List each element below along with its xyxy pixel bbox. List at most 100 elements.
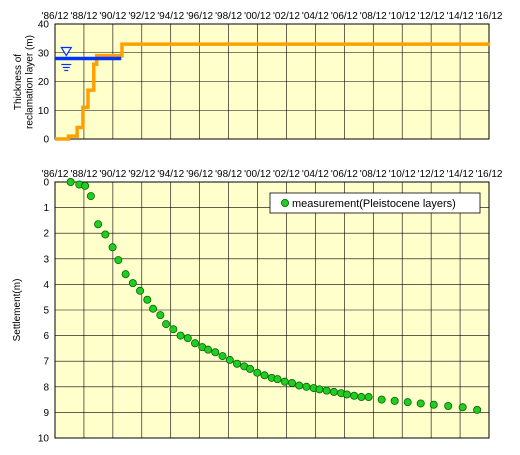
measurement-point xyxy=(121,270,130,279)
x-tick-label: '12/12 xyxy=(418,11,445,22)
x-tick-label: '98/12 xyxy=(215,11,242,22)
y-tick-label: 7 xyxy=(43,357,49,368)
measurement-point xyxy=(302,382,311,391)
measurement-point xyxy=(357,393,366,402)
measurement-point xyxy=(176,331,185,340)
measurement-point xyxy=(350,391,359,400)
y-axis-title: Thickness ofreclamation layer (m) xyxy=(13,35,36,129)
measurement-point xyxy=(169,325,178,334)
measurement-point xyxy=(232,359,241,368)
x-tick-label: '88/12 xyxy=(70,11,97,22)
measurement-point xyxy=(377,395,386,404)
x-tick-label: '06/12 xyxy=(331,169,358,180)
y-tick-label: 10 xyxy=(38,434,50,445)
y-axis-title-line: reclamation layer (m) xyxy=(25,35,36,129)
x-tick-label: '08/12 xyxy=(360,169,387,180)
plot-border xyxy=(54,23,490,140)
measurement-point xyxy=(162,320,171,329)
thickness-line xyxy=(55,42,491,141)
y-tick-label: 5 xyxy=(43,306,49,317)
measurement-point xyxy=(287,378,296,387)
y-tick-label: 10 xyxy=(38,106,50,117)
x-tick-label: '10/12 xyxy=(389,11,416,22)
x-tick-label: '02/12 xyxy=(273,11,300,22)
x-tick-label: '12/12 xyxy=(418,169,445,180)
x-tick-label: '92/12 xyxy=(128,11,155,22)
measurement-point xyxy=(444,401,453,410)
x-tick-label: '00/12 xyxy=(244,11,271,22)
measurement-point xyxy=(128,279,137,288)
water-level-triangle xyxy=(60,46,73,57)
measurement-point xyxy=(315,385,324,394)
x-tick-label: '94/12 xyxy=(157,169,184,180)
x-tick-label: '06/12 xyxy=(331,11,358,22)
y-tick-label: 1 xyxy=(43,203,49,214)
x-tick-label: '02/12 xyxy=(273,169,300,180)
y-tick-label: 2 xyxy=(43,229,49,240)
measurement-point xyxy=(364,393,373,402)
plot-border xyxy=(54,181,490,439)
y-tick-label: 9 xyxy=(43,408,49,419)
measurement-point xyxy=(403,398,412,407)
measurement-point xyxy=(101,230,110,239)
measurement-point xyxy=(81,181,90,190)
legend-label: measurement(Pleistocene layers) xyxy=(292,198,456,210)
x-tick-label: '16/12 xyxy=(476,11,503,22)
measurement-point xyxy=(246,364,255,373)
measurement-point xyxy=(156,311,165,320)
measurement-point xyxy=(149,304,158,313)
x-tick-label: '86/12 xyxy=(42,169,69,180)
measurement-point xyxy=(473,405,482,414)
measurement-point xyxy=(183,334,192,343)
legend: measurement(Pleistocene layers) xyxy=(269,192,481,214)
settlement-chart: '86/12'88/12'90/12'92/12'94/12'96/12'98/… xyxy=(12,169,503,445)
y-tick-label: 3 xyxy=(43,254,49,265)
y-axis-title-line: Thickness of xyxy=(13,54,24,110)
measurement-point xyxy=(253,368,262,377)
measurement-point xyxy=(86,192,95,201)
x-tick-label: '88/12 xyxy=(70,169,97,180)
x-tick-label: '04/12 xyxy=(302,169,329,180)
x-tick-label: '90/12 xyxy=(99,169,126,180)
water-level-triangle-icon xyxy=(60,46,73,72)
measurement-point xyxy=(114,256,123,265)
x-tick-label: '92/12 xyxy=(128,169,155,180)
measurement-point xyxy=(390,396,399,405)
measurement-point xyxy=(94,220,103,229)
measurement-point xyxy=(136,286,145,295)
y-tick-label: 20 xyxy=(38,77,50,88)
measurement-point xyxy=(260,371,269,380)
thickness-chart: '86/12'88/12'90/12'92/12'94/12'96/12'98/… xyxy=(13,11,503,146)
y-tick-label: 40 xyxy=(38,20,50,31)
x-tick-label: '90/12 xyxy=(99,11,126,22)
measurement-point xyxy=(204,345,213,354)
x-tick-label: '98/12 xyxy=(215,169,242,180)
y-axis-title: Settlement(m) xyxy=(12,279,23,342)
measurement-point xyxy=(211,348,220,357)
measurement-point xyxy=(143,295,152,304)
measurement-point xyxy=(218,352,227,361)
y-tick-label: 6 xyxy=(43,331,49,342)
measurement-point xyxy=(458,403,467,412)
x-tick-label: '00/12 xyxy=(244,169,271,180)
legend-box xyxy=(269,192,481,214)
x-tick-label: '96/12 xyxy=(186,11,213,22)
y-tick-label: 4 xyxy=(43,280,49,291)
x-tick-label: '94/12 xyxy=(157,11,184,22)
legend-marker xyxy=(280,198,289,207)
measurement-point xyxy=(322,386,331,395)
measurement-point xyxy=(66,177,75,186)
x-tick-label: '10/12 xyxy=(389,169,416,180)
x-tick-label: '16/12 xyxy=(476,169,503,180)
y-tick-label: 0 xyxy=(43,135,49,146)
x-tick-label: '14/12 xyxy=(447,11,474,22)
measurement-point xyxy=(416,399,425,408)
measurement-point xyxy=(329,387,338,396)
y-tick-label: 8 xyxy=(43,382,49,393)
measurement-point xyxy=(273,375,282,384)
x-tick-label: '86/12 xyxy=(42,11,69,22)
x-tick-label: '08/12 xyxy=(360,11,387,22)
measurement-point xyxy=(342,390,351,399)
